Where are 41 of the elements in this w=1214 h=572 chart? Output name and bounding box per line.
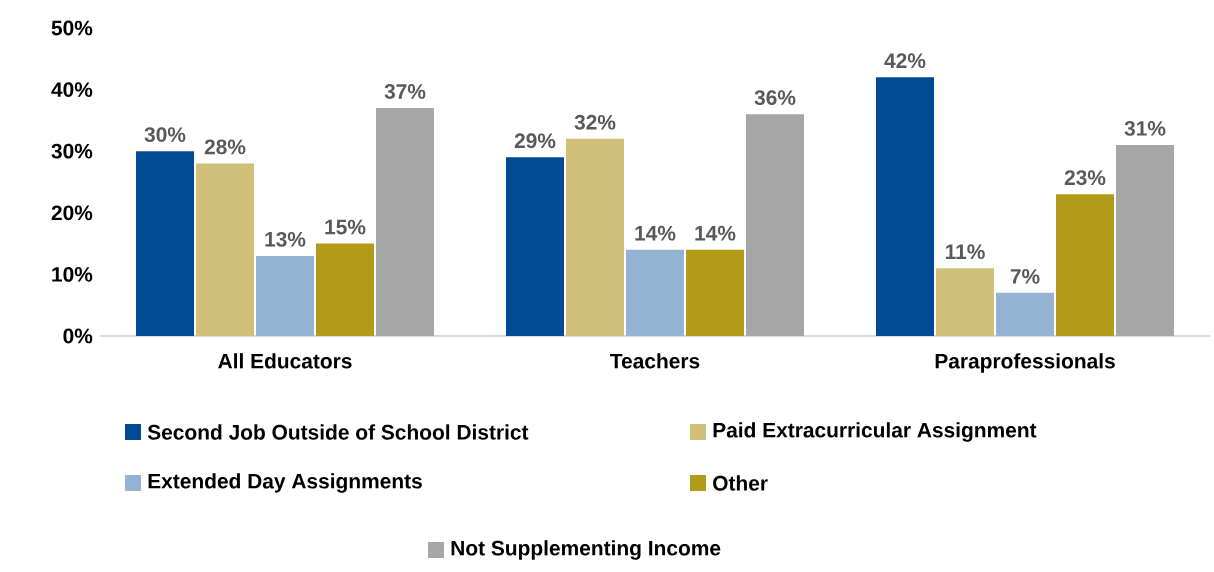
x-tick-label: All Educators bbox=[218, 353, 352, 369]
bar bbox=[686, 249, 745, 336]
data-label: 7% bbox=[1010, 268, 1040, 284]
y-tick-label: 40% bbox=[51, 82, 93, 97]
data-label: 37% bbox=[384, 84, 426, 99]
bar bbox=[1056, 194, 1114, 336]
bar bbox=[936, 268, 995, 336]
y-tick-label: 10% bbox=[52, 266, 93, 282]
data-label: 14% bbox=[635, 225, 676, 241]
legend-label: Extended Day Assignments bbox=[148, 473, 422, 493]
bar bbox=[196, 163, 255, 336]
data-label: 14% bbox=[695, 225, 736, 241]
bar bbox=[506, 157, 565, 336]
bar bbox=[996, 292, 1054, 336]
bar bbox=[136, 151, 195, 336]
bar bbox=[316, 243, 375, 336]
bar bbox=[626, 249, 684, 336]
y-tick-label: 20% bbox=[51, 205, 93, 221]
bar bbox=[876, 77, 934, 336]
data-label: 15% bbox=[325, 219, 366, 235]
data-label: 32% bbox=[574, 114, 616, 130]
data-label: 31% bbox=[1124, 121, 1166, 136]
x-tick-label: Teachers bbox=[610, 353, 700, 369]
data-label: 30% bbox=[144, 127, 186, 143]
data-label: 23% bbox=[1064, 170, 1106, 186]
legend-label: Paid Extracurricular Assignment bbox=[713, 422, 1037, 442]
legend-label: Not Supplementing Income bbox=[451, 540, 721, 560]
data-label: 36% bbox=[754, 90, 796, 106]
legend-label: Other bbox=[713, 475, 768, 491]
y-tick-label: 0% bbox=[63, 328, 93, 344]
data-label: 28% bbox=[204, 139, 246, 155]
bar bbox=[566, 138, 624, 336]
data-label: 11% bbox=[945, 244, 985, 260]
y-tick-label: 50% bbox=[51, 20, 93, 36]
bar bbox=[256, 255, 315, 336]
data-label: 42% bbox=[884, 53, 926, 69]
y-tick-label: 30% bbox=[51, 143, 93, 159]
x-tick-label: Paraprofessionals bbox=[935, 353, 1115, 373]
legend-label: Second Job Outside of School District bbox=[147, 424, 529, 440]
data-label: 29% bbox=[514, 133, 556, 149]
data-label: 13% bbox=[265, 231, 306, 247]
